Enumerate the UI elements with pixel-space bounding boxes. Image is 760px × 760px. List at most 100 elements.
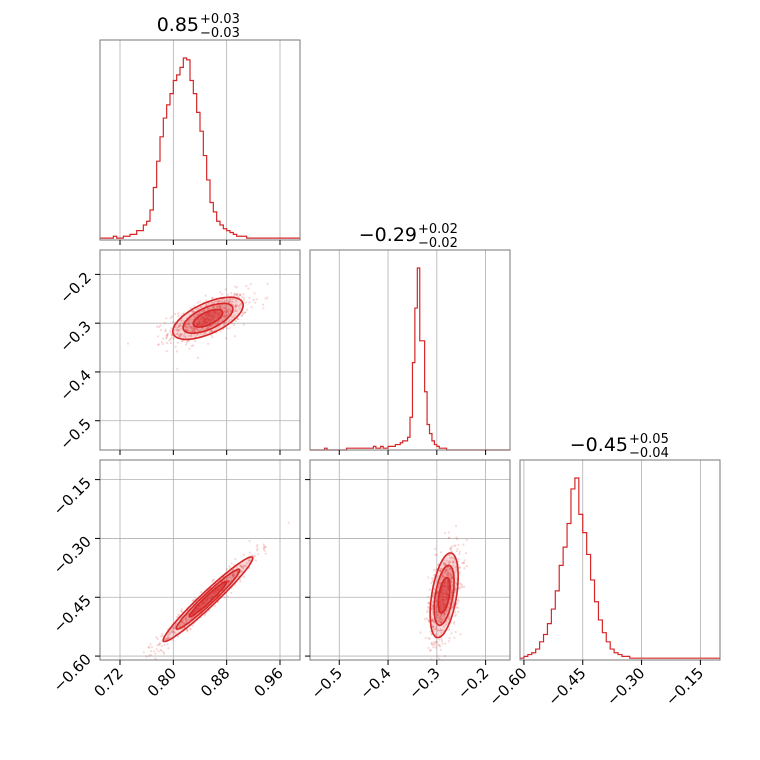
scatter-point bbox=[210, 301, 213, 304]
scatter-point bbox=[176, 326, 179, 329]
scatter-point bbox=[166, 332, 169, 336]
scatter-point bbox=[226, 310, 229, 313]
scatter-point bbox=[181, 339, 184, 342]
scatter-point bbox=[187, 326, 190, 329]
scatter-point bbox=[435, 641, 438, 644]
scatter-point bbox=[193, 340, 197, 343]
scatter-point bbox=[191, 624, 194, 627]
scatter-point bbox=[226, 314, 229, 317]
scatter-point bbox=[204, 294, 207, 297]
scatter-point bbox=[450, 575, 453, 578]
scatter-point bbox=[442, 563, 445, 566]
scatter-point bbox=[169, 632, 172, 635]
scatter-point bbox=[166, 636, 169, 639]
scatter-point bbox=[457, 598, 460, 602]
scatter-point bbox=[188, 339, 191, 342]
scatter-point bbox=[235, 300, 238, 303]
scatter-point bbox=[240, 315, 243, 318]
scatter-point bbox=[442, 575, 445, 578]
scatter-point bbox=[233, 323, 236, 326]
scatter-point bbox=[169, 331, 172, 334]
panel-frame bbox=[99, 249, 301, 451]
scatter-point bbox=[177, 325, 180, 328]
title-param-2-median: −0.45 bbox=[570, 434, 628, 456]
scatter-point bbox=[453, 620, 456, 624]
scatter-point bbox=[210, 297, 214, 300]
scatter-point bbox=[177, 613, 180, 616]
scatter-point bbox=[165, 317, 168, 320]
scatter-point bbox=[228, 319, 231, 322]
scatter-point bbox=[171, 639, 174, 642]
scatter-point bbox=[232, 574, 236, 578]
histogram-series bbox=[520, 477, 720, 659]
scatter-point bbox=[156, 637, 159, 640]
scatter-point bbox=[200, 305, 203, 309]
scatter-point bbox=[236, 317, 240, 321]
scatter-point bbox=[221, 308, 224, 311]
scatter-point bbox=[202, 310, 205, 313]
scatter-point bbox=[219, 305, 222, 308]
scatter-point bbox=[149, 643, 152, 646]
scatter-point bbox=[435, 597, 438, 600]
scatter-point bbox=[448, 560, 451, 563]
scatter-point bbox=[216, 326, 220, 329]
scatter-point bbox=[185, 326, 189, 329]
scatter-point bbox=[454, 544, 457, 547]
scatter-point bbox=[448, 553, 451, 557]
scatter-point bbox=[454, 630, 457, 634]
scatter-point bbox=[266, 282, 269, 285]
scatter-point bbox=[223, 299, 227, 302]
scatter-point bbox=[233, 584, 236, 587]
scatter-point bbox=[176, 635, 180, 638]
scatter-point bbox=[160, 632, 164, 636]
scatter-point bbox=[437, 585, 440, 588]
scatter-point bbox=[225, 310, 228, 313]
scatter-point bbox=[229, 580, 232, 583]
scatter-point bbox=[184, 335, 187, 338]
scatter-point bbox=[227, 580, 230, 583]
scatter-point bbox=[231, 574, 235, 577]
scatter-point bbox=[462, 543, 465, 546]
scatter-point bbox=[434, 663, 436, 665]
scatter-point bbox=[193, 328, 197, 331]
scatter-point bbox=[185, 629, 188, 632]
scatter-point bbox=[427, 576, 430, 579]
scatter-point bbox=[187, 322, 190, 325]
scatter-point bbox=[158, 642, 161, 645]
panel-scatter-2-1: −0.5 −0.4 −0.3 −0.2 bbox=[305, 459, 511, 703]
scatter-point bbox=[453, 636, 456, 639]
pair-content bbox=[126, 282, 269, 370]
scatter-point bbox=[158, 325, 161, 329]
scatter-point bbox=[184, 328, 188, 332]
x-tick-label: −0.45 bbox=[544, 664, 589, 709]
scatter-point bbox=[157, 343, 160, 346]
scatter-point bbox=[449, 548, 453, 551]
scatter-point bbox=[182, 619, 185, 622]
scatter-point bbox=[176, 332, 179, 335]
scatter-point bbox=[223, 578, 227, 582]
scatter-point bbox=[180, 319, 183, 323]
scatter-point bbox=[199, 305, 202, 309]
scatter-point bbox=[183, 618, 187, 621]
pair-content bbox=[419, 525, 468, 665]
scatter-point bbox=[445, 609, 448, 612]
scatter-point bbox=[440, 567, 444, 570]
scatter-point bbox=[437, 619, 440, 623]
scatter-point bbox=[453, 560, 456, 563]
scatter-point bbox=[210, 329, 213, 332]
scatter-point bbox=[216, 321, 219, 325]
scatter-point bbox=[227, 310, 230, 313]
scatter-point bbox=[441, 629, 444, 632]
scatter-point bbox=[184, 336, 187, 339]
scatter-point bbox=[163, 322, 166, 325]
scatter-point bbox=[451, 606, 454, 609]
scatter-point bbox=[193, 305, 196, 308]
scatter-point bbox=[255, 549, 259, 552]
scatter-point bbox=[447, 617, 451, 621]
x-tick-label: −0.5 bbox=[308, 664, 346, 702]
scatter-point bbox=[180, 608, 183, 611]
scatter-point bbox=[230, 591, 233, 595]
scatter-point bbox=[452, 622, 456, 625]
scatter-point bbox=[461, 585, 464, 588]
